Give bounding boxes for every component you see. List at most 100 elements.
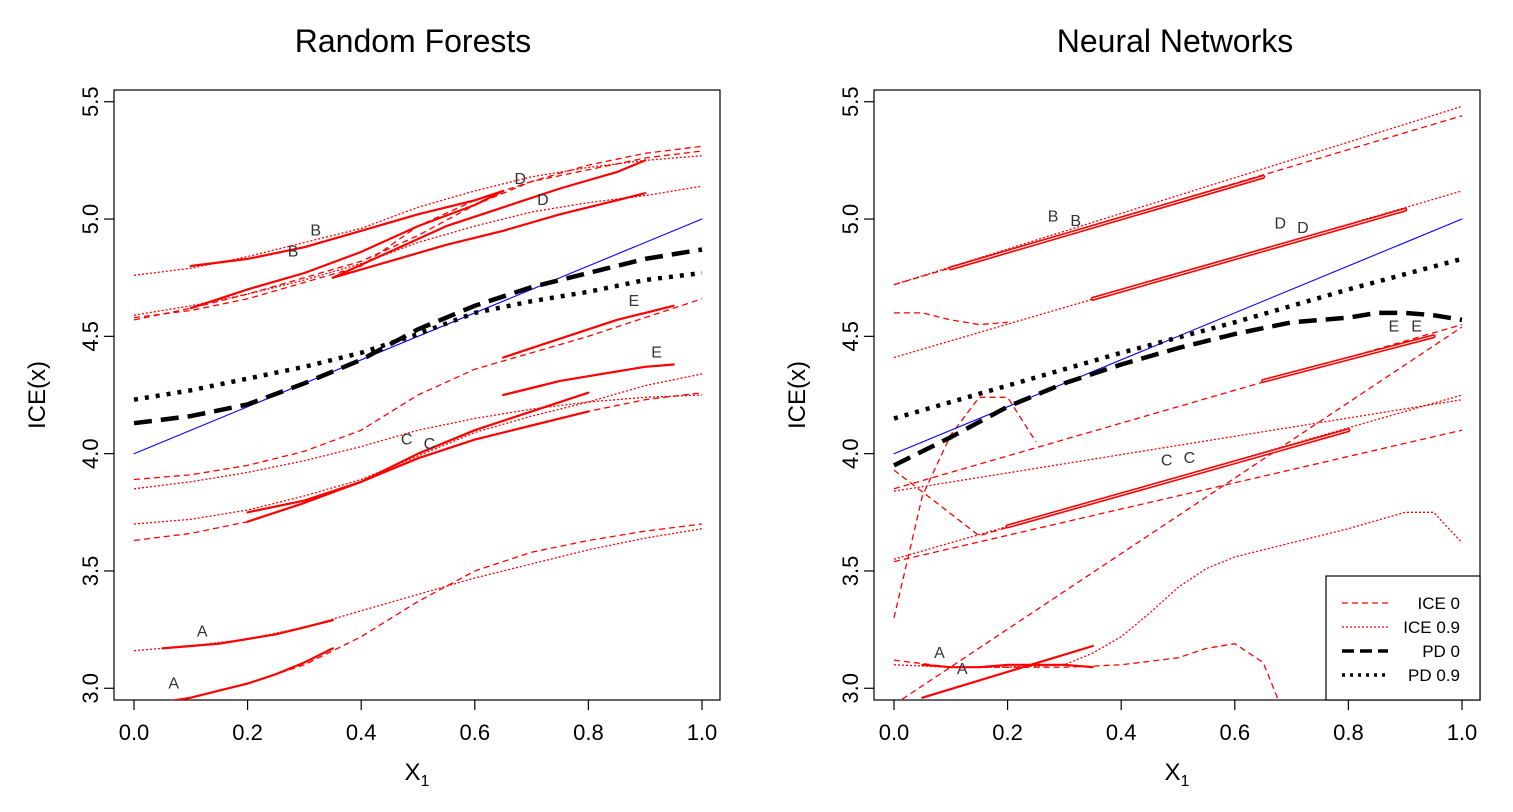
series-line-solid bbox=[921, 663, 1094, 669]
series-line-solid bbox=[921, 644, 1094, 699]
point-label: E bbox=[651, 344, 662, 361]
y-tick-label: 4.0 bbox=[78, 438, 103, 469]
point-label: C bbox=[1184, 450, 1196, 467]
point-label: B bbox=[288, 244, 299, 261]
legend-box bbox=[1325, 575, 1481, 701]
point-label: A bbox=[168, 675, 179, 692]
y-tick-label: 5.5 bbox=[838, 86, 863, 117]
y-tick-label: 5.0 bbox=[838, 204, 863, 235]
series-line-ice0 bbox=[133, 392, 703, 542]
series-line-ice0 bbox=[133, 298, 703, 481]
series-line-ice09 bbox=[893, 394, 1463, 560]
x-tick-label: 0.6 bbox=[460, 720, 491, 745]
point-label: B bbox=[1070, 213, 1081, 230]
series-line-pd09 bbox=[893, 256, 1463, 421]
series-line-pd0 bbox=[892, 310, 1463, 468]
y-tick-label: 5.0 bbox=[78, 204, 103, 235]
series-line-double-core bbox=[1007, 429, 1349, 527]
series-line-ice09 bbox=[133, 155, 703, 276]
x-tick-label: 0.4 bbox=[346, 720, 377, 745]
legend: ICE 0 ICE 0.9 PD 0 PD 0.9 bbox=[1325, 575, 1481, 701]
series-line-solid bbox=[189, 189, 505, 268]
point-label: E bbox=[629, 293, 640, 310]
x-tick-label: 0.6 bbox=[1220, 720, 1251, 745]
series-line-ice09 bbox=[133, 373, 703, 525]
series-line-pd0 bbox=[133, 247, 703, 426]
chart-title: Neural Networks bbox=[1057, 23, 1294, 59]
series-line-solid bbox=[331, 159, 647, 279]
chart-panel-1: Random Forests 0.0 0.2 0.4 0.6 0.8 1.0 3.0 3.5 4.… bbox=[24, 23, 721, 790]
x-tick-label: 1.0 bbox=[687, 720, 718, 745]
chart-title: Random Forests bbox=[295, 23, 532, 59]
series-line-pd09 bbox=[133, 270, 703, 402]
series-line-double-core bbox=[1262, 335, 1435, 382]
series-line-ice0 bbox=[893, 429, 1463, 563]
y-tick-label: 4.5 bbox=[78, 321, 103, 352]
plot-frame bbox=[113, 89, 721, 701]
x-tick-label: 0.4 bbox=[1106, 720, 1137, 745]
series-line-solid bbox=[246, 410, 590, 523]
series-line-ice0 bbox=[133, 150, 703, 319]
point-label: D bbox=[537, 192, 549, 209]
series-line-ice0 bbox=[172, 523, 703, 700]
series-line-blue bbox=[893, 218, 1463, 455]
x-tick-label: 0.8 bbox=[573, 720, 604, 745]
x-tick-label: 0.0 bbox=[119, 720, 150, 745]
series-line-ice0 bbox=[894, 312, 1008, 326]
series-line-ice09 bbox=[893, 105, 1463, 286]
point-label: D bbox=[1297, 220, 1309, 237]
series-line-blue bbox=[133, 218, 703, 455]
series-line-solid bbox=[161, 619, 334, 650]
series-line-ice0 bbox=[133, 145, 703, 321]
series-line-solid bbox=[502, 363, 675, 397]
point-label: E bbox=[1411, 319, 1422, 336]
point-label: B bbox=[1048, 208, 1059, 225]
series-line-solid bbox=[169, 647, 334, 700]
series-line-ice09 bbox=[133, 528, 703, 652]
series-line-ice0 bbox=[899, 326, 1463, 700]
x-axis-label: X1 bbox=[405, 759, 430, 790]
point-label: A bbox=[934, 645, 945, 662]
point-label: B bbox=[310, 222, 321, 239]
series-line-double-core bbox=[1092, 209, 1406, 300]
point-label: D bbox=[514, 171, 526, 188]
series-line-solid bbox=[331, 192, 647, 279]
legend-label: ICE 0 bbox=[1417, 594, 1460, 613]
series-line-solid bbox=[189, 189, 505, 310]
series-line-ice0 bbox=[893, 469, 1020, 537]
y-tick-label: 3.0 bbox=[78, 673, 103, 704]
point-label: C bbox=[424, 436, 436, 453]
x-tick-label: 0.0 bbox=[879, 720, 910, 745]
series-line-ice0 bbox=[893, 115, 1463, 286]
point-label: A bbox=[197, 624, 208, 641]
x-axis-label: X1 bbox=[1165, 759, 1190, 790]
y-tick-label: 3.0 bbox=[838, 673, 863, 704]
plot-frame bbox=[873, 89, 1481, 701]
series-group bbox=[892, 105, 1463, 700]
y-tick-label: 3.5 bbox=[838, 556, 863, 587]
legend-label: PD 0 bbox=[1422, 642, 1460, 661]
x-tick-label: 1.0 bbox=[1447, 720, 1478, 745]
chart-panel-2: Neural Networks 0.0 0.2 0.4 0.6 0.8 1.0 3.0 3.5 4… bbox=[784, 23, 1481, 790]
series-line-ice0 bbox=[893, 396, 1037, 619]
legend-label: PD 0.9 bbox=[1408, 666, 1460, 685]
x-tick-label: 0.2 bbox=[992, 720, 1023, 745]
x-tick-label: 0.8 bbox=[1333, 720, 1364, 745]
y-axis-label: ICE(x) bbox=[784, 361, 811, 429]
y-tick-label: 4.0 bbox=[838, 438, 863, 469]
point-label: E bbox=[1389, 319, 1400, 336]
point-label: C bbox=[1161, 452, 1173, 469]
point-label: D bbox=[1274, 215, 1286, 232]
point-label: C bbox=[401, 431, 413, 448]
series-line-ice0 bbox=[893, 643, 1280, 700]
series-line-ice09 bbox=[133, 185, 703, 316]
series-line-solid bbox=[246, 391, 590, 514]
y-tick-label: 3.5 bbox=[78, 556, 103, 587]
y-axis-label: ICE(x) bbox=[24, 361, 51, 429]
legend-label: ICE 0.9 bbox=[1403, 618, 1460, 637]
y-tick-label: 5.5 bbox=[78, 86, 103, 117]
y-tick-label: 4.5 bbox=[838, 321, 863, 352]
series-group bbox=[133, 145, 703, 700]
x-tick-label: 0.2 bbox=[232, 720, 263, 745]
